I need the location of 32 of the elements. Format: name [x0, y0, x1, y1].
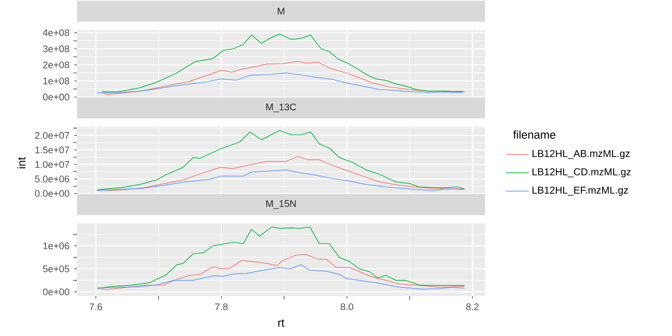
y-tick-label: 0.0e+00: [35, 190, 70, 197]
y-tick-label: 3e+08: [43, 45, 70, 52]
line-series: [96, 130, 465, 190]
y-tick-label: 1e+08: [43, 78, 70, 84]
y-tick-label: 5e+05: [43, 265, 70, 272]
line-series: [96, 72, 463, 94]
y-axis-title: int: [17, 157, 26, 168]
x-axis-title: rt: [278, 319, 284, 327]
x-tick-label: 7.6: [90, 303, 102, 310]
y-tick-label: 4e+08: [42, 29, 70, 36]
y-tick-label: 1.5e+07: [35, 146, 70, 154]
y-tick-label: 1e+06: [43, 242, 70, 250]
legend-label: LB12HL_AB.mzML.gz: [532, 150, 630, 160]
y-tick-label: 1.0e+07: [35, 161, 70, 168]
legend-label: LB12HL_CD.mzML.gz: [532, 168, 631, 178]
y-tick-label: 2e+08: [43, 62, 70, 68]
x-tick-label: 7.8: [215, 303, 228, 310]
y-tick-label: 5.0e+06: [35, 176, 70, 182]
chart-title: M_15N: [266, 200, 296, 209]
legend-title: filename: [513, 130, 556, 139]
x-tick-label: 8.2: [466, 303, 479, 310]
line-series: [96, 254, 465, 290]
line-series: [102, 60, 463, 95]
chart-title: M: [278, 8, 284, 15]
y-tick-label: 0e+00: [43, 94, 70, 100]
line-series: [96, 170, 465, 191]
x-tick-label: 8.0: [340, 303, 354, 310]
chart-title: M_13C: [266, 104, 296, 112]
legend-label: LB12HL_EF.mzML.gz: [532, 186, 628, 196]
y-tick-label: 2.0e+07: [35, 132, 70, 139]
line-series: [102, 34, 465, 92]
y-tick-label: 0e+00: [43, 288, 70, 296]
